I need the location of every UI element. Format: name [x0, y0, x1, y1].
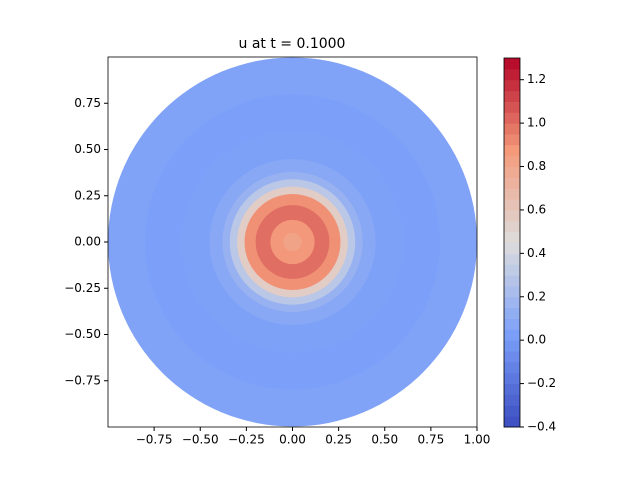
- x-tick-label: 1.00: [464, 433, 491, 447]
- colorbar-tick-label: 0.6: [527, 202, 546, 216]
- colorbar-band: [504, 144, 520, 157]
- colorbar-band: [504, 307, 520, 319]
- colorbar-tick-label: 0.0: [527, 333, 546, 347]
- colorbar-band: [504, 112, 520, 124]
- colorbar-band: [504, 285, 520, 298]
- colorbar-band: [504, 253, 520, 265]
- colorbar-band: [504, 155, 520, 168]
- colorbar-band: [504, 318, 520, 330]
- colorbar-band: [504, 101, 520, 113]
- colorbar-tick-label: −0.2: [527, 376, 556, 390]
- colorbar-tick-label: 1.2: [527, 72, 546, 86]
- colorbar-band: [504, 68, 520, 81]
- chart-title: u at t = 0.1000: [239, 36, 346, 52]
- colorbar-band: [504, 133, 520, 146]
- colorbar-tick-label: 0.4: [527, 246, 546, 260]
- colorbar-tick-label: 1.0: [527, 116, 546, 130]
- y-tick-label: −0.75: [64, 373, 101, 387]
- colorbar-band: [504, 394, 520, 406]
- colorbar-band: [504, 220, 520, 233]
- colorbar-band: [504, 329, 520, 341]
- colorbar-band: [504, 79, 520, 92]
- colorbar-tick-label: 0.2: [527, 289, 546, 303]
- colorbar-band: [504, 372, 520, 385]
- x-tick-label: 0.75: [418, 433, 445, 447]
- colorbar-band: [504, 340, 520, 352]
- x-tick-label: −0.50: [182, 433, 219, 447]
- y-tick-label: 0.25: [74, 188, 101, 202]
- colorbar-band: [504, 231, 520, 243]
- colorbar-frame: [503, 57, 521, 428]
- colorbar-band: [504, 166, 520, 178]
- y-tick-label: −0.25: [64, 281, 101, 295]
- colorbar-band: [504, 383, 520, 395]
- colorbar-tick-label: 0.8: [527, 159, 546, 173]
- colorbar-band: [504, 123, 520, 135]
- colorbar-band: [504, 199, 520, 211]
- x-tick-label: 0.50: [371, 433, 398, 447]
- colorbar-band: [504, 296, 520, 309]
- colorbar-band: [504, 90, 520, 102]
- field-layer: [108, 57, 477, 427]
- colorbar-band: [504, 177, 520, 189]
- x-tick-label: 0.00: [279, 433, 306, 447]
- x-tick-label: 0.25: [325, 433, 352, 447]
- colorbar-band: [504, 275, 520, 287]
- colorbar-band: [504, 188, 520, 200]
- colorbar-band: [504, 264, 520, 276]
- y-tick-label: 0.00: [74, 235, 101, 249]
- colorbar-band: [504, 351, 520, 363]
- y-tick-label: −0.50: [64, 327, 101, 341]
- field-region: [283, 232, 302, 252]
- colorbar-band: [504, 361, 520, 374]
- x-tick-label: −0.75: [136, 433, 173, 447]
- colorbar-band: [504, 242, 520, 254]
- y-tick-label: 0.50: [74, 142, 101, 156]
- colorbar-band: [504, 58, 520, 70]
- colorbar-band: [504, 209, 520, 222]
- colorbar-band: [504, 416, 520, 428]
- y-tick-label: 0.75: [74, 96, 101, 110]
- colorbar-tick-label: −0.4: [527, 420, 556, 434]
- x-tick-label: −0.25: [228, 433, 265, 447]
- colorbar-band: [504, 405, 520, 417]
